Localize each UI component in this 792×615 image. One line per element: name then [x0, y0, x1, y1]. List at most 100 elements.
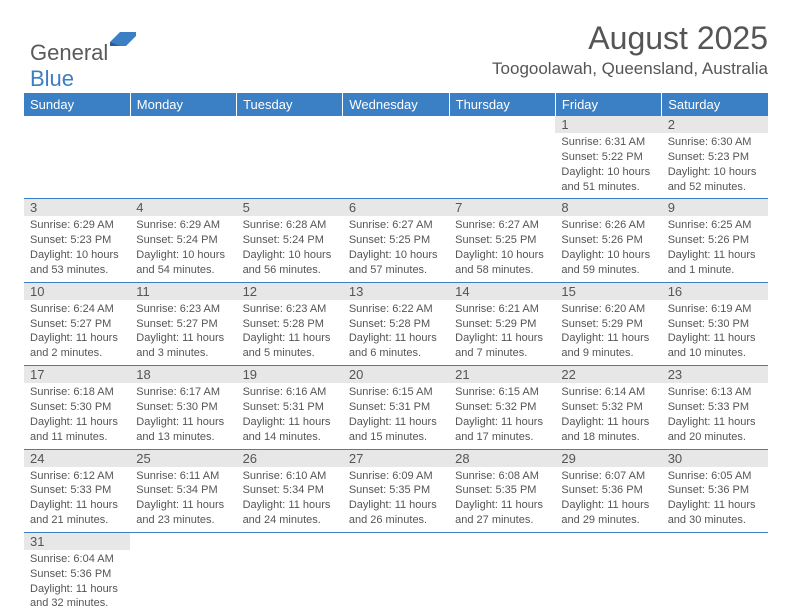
- calendar-cell-empty: [449, 532, 555, 615]
- calendar-row: 1Sunrise: 6:31 AMSunset: 5:22 PMDaylight…: [24, 116, 768, 199]
- calendar-cell: 1Sunrise: 6:31 AMSunset: 5:22 PMDaylight…: [555, 116, 661, 199]
- calendar-cell: 23Sunrise: 6:13 AMSunset: 5:33 PMDayligh…: [662, 366, 768, 449]
- calendar-cell: 28Sunrise: 6:08 AMSunset: 5:35 PMDayligh…: [449, 449, 555, 532]
- calendar-row: 3Sunrise: 6:29 AMSunset: 5:23 PMDaylight…: [24, 199, 768, 282]
- calendar-cell: 5Sunrise: 6:28 AMSunset: 5:24 PMDaylight…: [237, 199, 343, 282]
- calendar-cell: 2Sunrise: 6:30 AMSunset: 5:23 PMDaylight…: [662, 116, 768, 199]
- calendar-cell-empty: [449, 116, 555, 199]
- day-details: Sunrise: 6:14 AMSunset: 5:32 PMDaylight:…: [555, 383, 661, 448]
- day-number: 6: [343, 199, 449, 216]
- calendar-cell: 21Sunrise: 6:15 AMSunset: 5:32 PMDayligh…: [449, 366, 555, 449]
- day-number: 12: [237, 283, 343, 300]
- day-number: 21: [449, 366, 555, 383]
- weekday-header: Saturday: [662, 93, 768, 116]
- weekday-header: Wednesday: [343, 93, 449, 116]
- day-details: Sunrise: 6:20 AMSunset: 5:29 PMDaylight:…: [555, 300, 661, 365]
- day-details: Sunrise: 6:11 AMSunset: 5:34 PMDaylight:…: [130, 467, 236, 532]
- calendar-cell: 14Sunrise: 6:21 AMSunset: 5:29 PMDayligh…: [449, 282, 555, 365]
- day-number: 16: [662, 283, 768, 300]
- day-number: 27: [343, 450, 449, 467]
- day-number: 31: [24, 533, 130, 550]
- day-details: Sunrise: 6:17 AMSunset: 5:30 PMDaylight:…: [130, 383, 236, 448]
- calendar-cell: 12Sunrise: 6:23 AMSunset: 5:28 PMDayligh…: [237, 282, 343, 365]
- day-number: 7: [449, 199, 555, 216]
- calendar-row: 24Sunrise: 6:12 AMSunset: 5:33 PMDayligh…: [24, 449, 768, 532]
- day-number: 13: [343, 283, 449, 300]
- calendar-cell: 22Sunrise: 6:14 AMSunset: 5:32 PMDayligh…: [555, 366, 661, 449]
- day-details: Sunrise: 6:25 AMSunset: 5:26 PMDaylight:…: [662, 216, 768, 281]
- day-number: 22: [555, 366, 661, 383]
- day-details: Sunrise: 6:08 AMSunset: 5:35 PMDaylight:…: [449, 467, 555, 532]
- calendar-row: 10Sunrise: 6:24 AMSunset: 5:27 PMDayligh…: [24, 282, 768, 365]
- day-number: 11: [130, 283, 236, 300]
- weekday-header: Sunday: [24, 93, 130, 116]
- calendar-cell: 17Sunrise: 6:18 AMSunset: 5:30 PMDayligh…: [24, 366, 130, 449]
- calendar-table: SundayMondayTuesdayWednesdayThursdayFrid…: [24, 93, 768, 615]
- calendar-cell-empty: [662, 532, 768, 615]
- calendar-cell: 16Sunrise: 6:19 AMSunset: 5:30 PMDayligh…: [662, 282, 768, 365]
- day-details: Sunrise: 6:29 AMSunset: 5:23 PMDaylight:…: [24, 216, 130, 281]
- day-number: 17: [24, 366, 130, 383]
- calendar-cell-empty: [130, 532, 236, 615]
- day-number: 4: [130, 199, 236, 216]
- calendar-cell: 6Sunrise: 6:27 AMSunset: 5:25 PMDaylight…: [343, 199, 449, 282]
- logo-text: GeneralBlue: [30, 40, 136, 92]
- day-details: Sunrise: 6:26 AMSunset: 5:26 PMDaylight:…: [555, 216, 661, 281]
- calendar-cell: 19Sunrise: 6:16 AMSunset: 5:31 PMDayligh…: [237, 366, 343, 449]
- day-details: Sunrise: 6:27 AMSunset: 5:25 PMDaylight:…: [449, 216, 555, 281]
- calendar-cell: 18Sunrise: 6:17 AMSunset: 5:30 PMDayligh…: [130, 366, 236, 449]
- calendar-cell-empty: [237, 532, 343, 615]
- calendar-cell: 7Sunrise: 6:27 AMSunset: 5:25 PMDaylight…: [449, 199, 555, 282]
- calendar-cell: 15Sunrise: 6:20 AMSunset: 5:29 PMDayligh…: [555, 282, 661, 365]
- day-details: Sunrise: 6:09 AMSunset: 5:35 PMDaylight:…: [343, 467, 449, 532]
- day-details: Sunrise: 6:15 AMSunset: 5:31 PMDaylight:…: [343, 383, 449, 448]
- logo-text-blue: Blue: [30, 66, 74, 91]
- day-details: Sunrise: 6:30 AMSunset: 5:23 PMDaylight:…: [662, 133, 768, 198]
- day-number: 14: [449, 283, 555, 300]
- calendar-cell: 20Sunrise: 6:15 AMSunset: 5:31 PMDayligh…: [343, 366, 449, 449]
- calendar-cell: 27Sunrise: 6:09 AMSunset: 5:35 PMDayligh…: [343, 449, 449, 532]
- day-details: Sunrise: 6:07 AMSunset: 5:36 PMDaylight:…: [555, 467, 661, 532]
- weekday-header: Friday: [555, 93, 661, 116]
- calendar-cell: 8Sunrise: 6:26 AMSunset: 5:26 PMDaylight…: [555, 199, 661, 282]
- day-details: Sunrise: 6:22 AMSunset: 5:28 PMDaylight:…: [343, 300, 449, 365]
- calendar-cell: 25Sunrise: 6:11 AMSunset: 5:34 PMDayligh…: [130, 449, 236, 532]
- weekday-header: Tuesday: [237, 93, 343, 116]
- calendar-cell: 24Sunrise: 6:12 AMSunset: 5:33 PMDayligh…: [24, 449, 130, 532]
- day-number: 20: [343, 366, 449, 383]
- calendar-row: 31Sunrise: 6:04 AMSunset: 5:36 PMDayligh…: [24, 532, 768, 615]
- calendar-cell: 13Sunrise: 6:22 AMSunset: 5:28 PMDayligh…: [343, 282, 449, 365]
- calendar-cell: 3Sunrise: 6:29 AMSunset: 5:23 PMDaylight…: [24, 199, 130, 282]
- day-number: 28: [449, 450, 555, 467]
- day-details: Sunrise: 6:15 AMSunset: 5:32 PMDaylight:…: [449, 383, 555, 448]
- day-number: 5: [237, 199, 343, 216]
- calendar-row: 17Sunrise: 6:18 AMSunset: 5:30 PMDayligh…: [24, 366, 768, 449]
- calendar-cell: 10Sunrise: 6:24 AMSunset: 5:27 PMDayligh…: [24, 282, 130, 365]
- day-number: 9: [662, 199, 768, 216]
- calendar-cell: 4Sunrise: 6:29 AMSunset: 5:24 PMDaylight…: [130, 199, 236, 282]
- calendar-cell: 29Sunrise: 6:07 AMSunset: 5:36 PMDayligh…: [555, 449, 661, 532]
- day-number: 2: [662, 116, 768, 133]
- day-number: 30: [662, 450, 768, 467]
- day-details: Sunrise: 6:24 AMSunset: 5:27 PMDaylight:…: [24, 300, 130, 365]
- day-number: 26: [237, 450, 343, 467]
- day-details: Sunrise: 6:28 AMSunset: 5:24 PMDaylight:…: [237, 216, 343, 281]
- day-details: Sunrise: 6:04 AMSunset: 5:36 PMDaylight:…: [24, 550, 130, 615]
- calendar-cell: 9Sunrise: 6:25 AMSunset: 5:26 PMDaylight…: [662, 199, 768, 282]
- day-details: Sunrise: 6:10 AMSunset: 5:34 PMDaylight:…: [237, 467, 343, 532]
- calendar-cell-empty: [24, 116, 130, 199]
- calendar-body: 1Sunrise: 6:31 AMSunset: 5:22 PMDaylight…: [24, 116, 768, 615]
- calendar-cell-empty: [343, 116, 449, 199]
- calendar-cell-empty: [130, 116, 236, 199]
- day-details: Sunrise: 6:23 AMSunset: 5:28 PMDaylight:…: [237, 300, 343, 365]
- day-details: Sunrise: 6:18 AMSunset: 5:30 PMDaylight:…: [24, 383, 130, 448]
- day-details: Sunrise: 6:12 AMSunset: 5:33 PMDaylight:…: [24, 467, 130, 532]
- day-details: Sunrise: 6:31 AMSunset: 5:22 PMDaylight:…: [555, 133, 661, 198]
- calendar-cell-empty: [555, 532, 661, 615]
- day-details: Sunrise: 6:19 AMSunset: 5:30 PMDaylight:…: [662, 300, 768, 365]
- logo-text-general: General: [30, 40, 108, 65]
- day-details: Sunrise: 6:27 AMSunset: 5:25 PMDaylight:…: [343, 216, 449, 281]
- day-details: Sunrise: 6:21 AMSunset: 5:29 PMDaylight:…: [449, 300, 555, 365]
- day-number: 19: [237, 366, 343, 383]
- day-number: 25: [130, 450, 236, 467]
